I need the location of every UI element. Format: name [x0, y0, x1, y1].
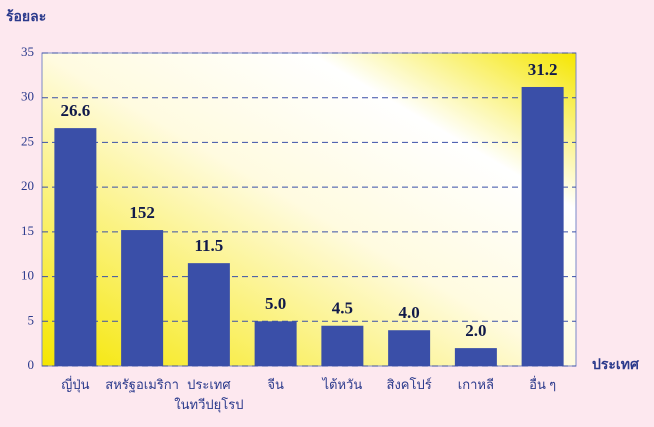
y-tick-label: 15	[21, 223, 34, 238]
x-tick-label: เกาหลี	[458, 377, 494, 392]
x-tick-label: สหรัฐอเมริกา	[105, 377, 179, 393]
value-label: 152	[129, 203, 155, 222]
y-axis-label: ร้อยละ	[6, 9, 46, 25]
value-label: 2.0	[465, 321, 486, 340]
bar	[187, 263, 230, 366]
value-label: 26.6	[61, 101, 91, 120]
y-tick-label: 25	[21, 133, 34, 148]
x-tick-label: ไต้หวัน	[322, 377, 363, 392]
bar	[54, 128, 97, 366]
bar	[321, 325, 364, 366]
value-label: 5.0	[265, 294, 286, 313]
value-label: 11.5	[194, 236, 223, 255]
x-tick-label: สิงคโปร์	[386, 377, 431, 392]
x-tick-label: อื่น ๆ	[529, 376, 556, 392]
value-label: 31.2	[528, 60, 558, 79]
y-tick-label: 10	[21, 268, 34, 283]
bar	[521, 86, 564, 367]
y-tick-label: 30	[21, 89, 34, 104]
x-tick-label-line: ประเทศ	[187, 377, 231, 392]
bar	[254, 321, 297, 366]
value-label: 4.0	[399, 303, 420, 322]
x-axis-label: ประเทศ	[592, 358, 640, 373]
x-tick-label-line: ในทวีปยุโรป	[174, 397, 243, 413]
bar	[454, 348, 497, 366]
x-tick-label: ประเทศในทวีปยุโรป	[174, 377, 243, 413]
x-tick-label: ญี่ปุ่น	[61, 376, 89, 393]
value-label: 4.5	[332, 299, 353, 318]
bar	[121, 230, 164, 366]
y-tick-label: 0	[28, 357, 35, 372]
y-tick-label: 35	[21, 44, 34, 59]
x-tick-label: จีน	[267, 377, 284, 392]
bar	[388, 330, 431, 366]
y-tick-label: 20	[21, 178, 34, 193]
y-tick-label: 5	[28, 312, 35, 327]
